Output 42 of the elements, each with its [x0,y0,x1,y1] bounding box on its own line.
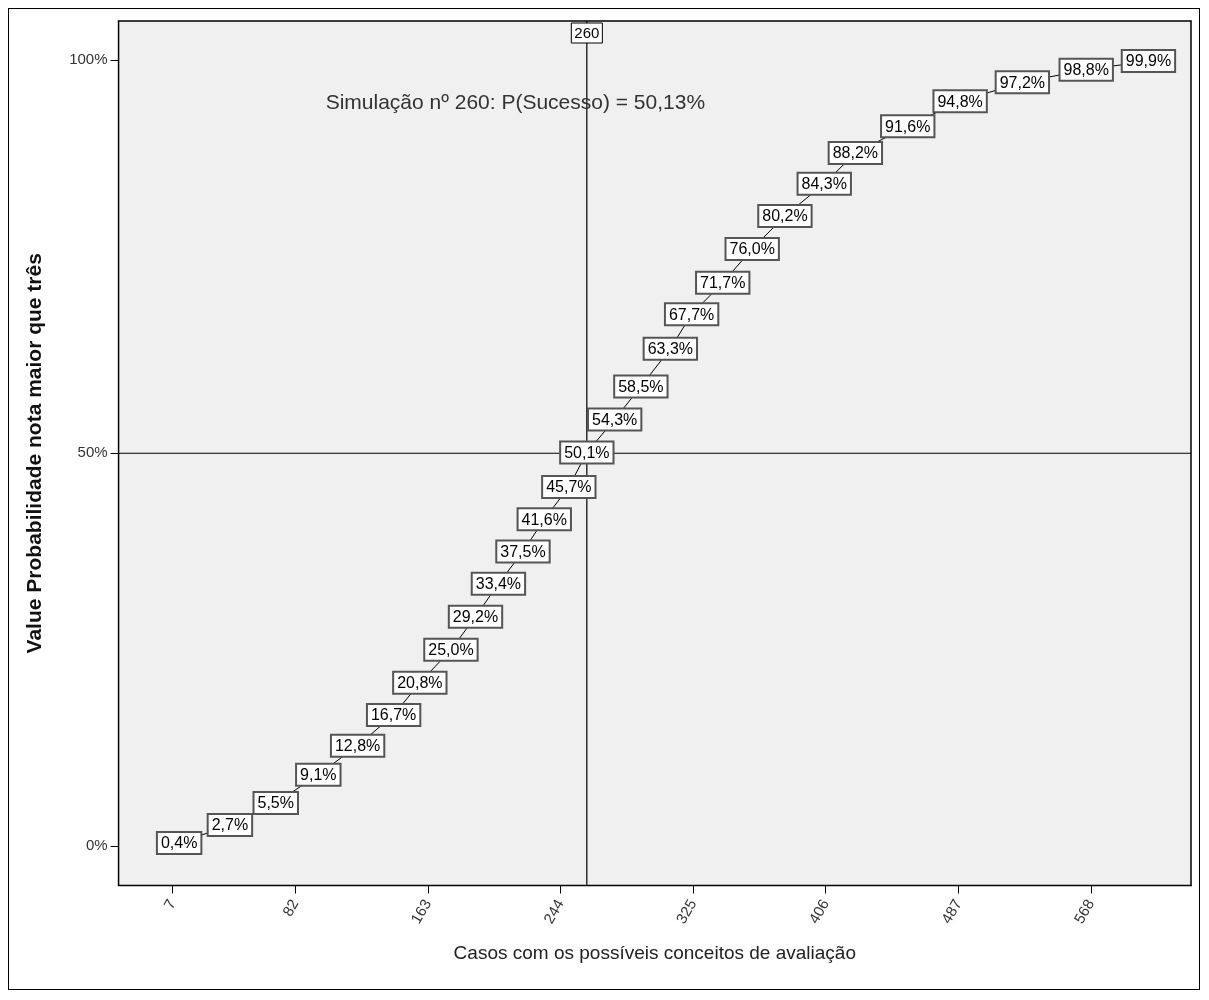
x-tick-label: 487 [937,896,965,927]
data-label: 63,3% [647,340,694,358]
y-tick-label: 50% [77,443,108,461]
data-label: 5,5% [257,794,294,812]
data-label: 33,4% [475,575,522,593]
data-label: 84,3% [801,175,847,193]
data-label: 41,6% [521,510,567,528]
data-label: 58,5% [618,377,664,395]
x-tick-label: 82 [278,896,302,920]
x-tick-label: 325 [672,896,700,927]
x-tick-label: 244 [539,896,567,927]
data-label: 12,8% [334,737,381,755]
x-tick-label: 163 [406,896,435,927]
data-label: 98,8% [1063,61,1109,79]
data-label: 67,7% [668,305,715,323]
data-label: 50,1% [564,443,610,461]
data-label: 37,5% [500,542,546,560]
data-label: 2,7% [211,816,249,834]
data-label: 29,2% [452,608,499,626]
data-label: 45,7% [546,478,592,496]
x-tick-label: 406 [804,896,833,927]
data-label: 25,0% [428,641,474,659]
y-tick-label: 0% [85,836,108,854]
data-label: 80,2% [762,207,808,225]
data-label: 76,0% [729,240,775,258]
x-tick-label: 568 [1070,896,1098,927]
data-label: 99,9% [1125,52,1172,70]
x-tick-label: 7 [159,896,179,912]
data-label: 20,8% [397,674,443,692]
y-axis-title: Value Probabilidade nota maior que três [22,253,46,654]
data-label: 88,2% [832,144,879,162]
data-label: 71,7% [700,274,746,292]
x-axis-title: Casos com os possíveis conceitos de avaliação [453,941,856,963]
data-label: 54,3% [591,410,638,428]
data-label: 0,4% [160,834,198,852]
data-label: 97,2% [999,73,1046,91]
data-label: 91,6% [885,117,931,135]
data-label: 9,1% [300,766,337,784]
data-label: 16,7% [370,706,417,724]
data-label: 94,8% [937,92,983,110]
ref-line-label: 260 [574,24,600,42]
y-tick-label: 100% [69,50,108,68]
